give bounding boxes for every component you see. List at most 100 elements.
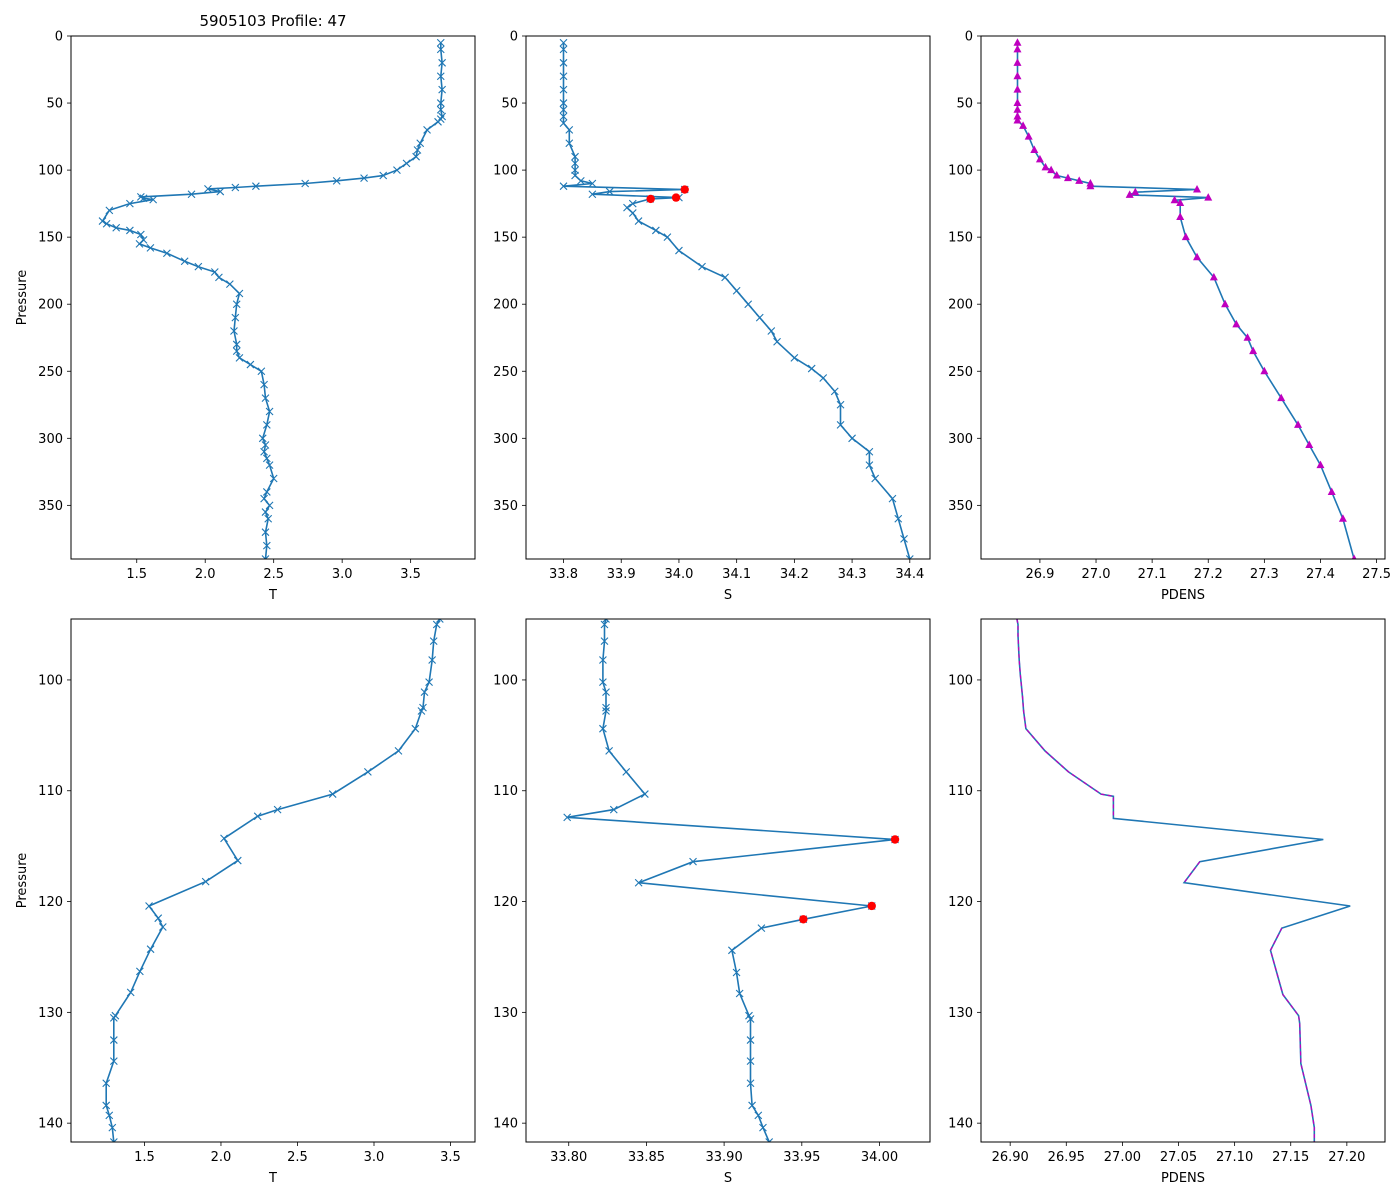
- data-point: [221, 835, 228, 842]
- y-tick-label: 100: [38, 673, 63, 688]
- x-tick-label: 34.1: [722, 567, 751, 582]
- y-tick-label: 200: [493, 298, 518, 313]
- y-tick-label: 250: [948, 365, 973, 380]
- x-tick-label: 2.5: [263, 567, 284, 582]
- data-point: [745, 301, 752, 308]
- y-tick-label: 100: [38, 164, 63, 179]
- data-point: [215, 274, 222, 281]
- y-tick-label: 250: [38, 365, 63, 380]
- x-axis-label: S: [724, 1171, 732, 1186]
- data-point: [127, 989, 134, 996]
- x-tick-label: 1.5: [134, 1150, 155, 1165]
- x-tick-label: 27.2: [1194, 567, 1223, 582]
- axes-frame: [526, 36, 930, 559]
- data-point: [99, 218, 106, 225]
- data-point: [756, 314, 763, 321]
- y-tick-label: 350: [948, 499, 973, 514]
- x-axis-label: T: [268, 588, 277, 603]
- figure: 5905103 Profile: 47 1.5 2.0 2.5 3.0 3.505010…: [0, 0, 1400, 1200]
- data-point: [831, 388, 838, 395]
- y-tick-label: 100: [948, 164, 973, 179]
- y-tick-label: 110: [493, 784, 518, 799]
- y-tick-label: 150: [493, 231, 518, 246]
- data-point: [664, 234, 671, 241]
- x-tick-label: 33.9: [607, 567, 636, 582]
- data-point: [1221, 300, 1229, 308]
- flagged-point: [681, 185, 689, 193]
- data-point: [155, 915, 162, 922]
- data-point: [147, 946, 154, 953]
- data-point: [1013, 99, 1021, 107]
- x-tick-label: 33.90: [706, 1150, 743, 1165]
- x-axis-label: S: [724, 588, 732, 603]
- y-tick-label: 120: [948, 895, 973, 910]
- x-tick-label: 27.10: [1216, 1150, 1253, 1165]
- x-tick-label: 27.1: [1138, 567, 1167, 582]
- data-point: [1249, 347, 1257, 355]
- y-tick-label: 200: [948, 298, 973, 313]
- y-tick-label: 100: [493, 673, 518, 688]
- x-tick-label: 2.0: [211, 1150, 232, 1165]
- plot-area: [103, 616, 444, 1146]
- x-tick-label: 34.0: [664, 567, 693, 582]
- x-tick-label: 3.5: [440, 1150, 461, 1165]
- y-tick-label: 110: [948, 784, 973, 799]
- data-point: [403, 160, 410, 167]
- x-tick-label: 33.8: [549, 567, 578, 582]
- y-tick-label: 140: [948, 1117, 973, 1132]
- y-tick-label: 140: [38, 1117, 63, 1132]
- data-point: [1232, 320, 1240, 328]
- data-point: [136, 240, 143, 247]
- plot-area: [1017, 619, 1350, 1142]
- x-tick-label: 33.95: [783, 1150, 820, 1165]
- data-point: [1013, 85, 1021, 93]
- data-point: [872, 475, 879, 482]
- y-tick-label: 0: [965, 30, 973, 45]
- y-tick-label: 300: [493, 432, 518, 447]
- data-point: [181, 258, 188, 265]
- plot-area: [560, 39, 913, 562]
- data-point: [106, 207, 113, 214]
- y-tick-label: 350: [493, 499, 518, 514]
- data-point: [262, 509, 269, 516]
- y-tick-label: 140: [493, 1117, 518, 1132]
- x-tick-label: 33.80: [550, 1150, 587, 1165]
- data-point: [1350, 555, 1358, 563]
- flagged-point: [672, 193, 680, 201]
- data-point: [759, 1124, 766, 1131]
- data-point: [364, 768, 371, 775]
- x-tick-label: 2.0: [195, 567, 216, 582]
- data-point: [820, 374, 827, 381]
- data-point: [1013, 105, 1021, 113]
- data-point: [261, 495, 268, 502]
- series-line-S: [567, 619, 895, 1142]
- y-tick-label: 50: [46, 97, 63, 112]
- y-tick-label: 350: [38, 499, 63, 514]
- data-point: [623, 768, 630, 775]
- data-point: [136, 968, 143, 975]
- data-point: [263, 488, 270, 495]
- y-tick-label: 100: [948, 673, 973, 688]
- x-tick-label: 34.2: [780, 567, 809, 582]
- data-point: [849, 435, 856, 442]
- y-tick-label: 300: [948, 432, 973, 447]
- data-point: [1176, 213, 1184, 221]
- data-point: [774, 338, 781, 345]
- data-point: [652, 227, 659, 234]
- data-point: [146, 902, 153, 909]
- data-point: [733, 287, 740, 294]
- x-tick-label: 34.4: [895, 567, 924, 582]
- y-tick-label: 200: [38, 298, 63, 313]
- x-tick-label: 27.0: [1082, 567, 1111, 582]
- x-axis-label: T: [268, 1171, 277, 1186]
- flagged-point: [868, 902, 876, 910]
- panel-bottom-s: 33.80 33.85 33.90 33.95 34.00100110120130140…: [493, 616, 930, 1187]
- x-tick-label: 33.85: [628, 1150, 665, 1165]
- x-tick-label: 34.00: [861, 1150, 898, 1165]
- y-tick-label: 130: [948, 1006, 973, 1021]
- data-point: [1013, 45, 1021, 53]
- data-point: [254, 813, 261, 820]
- pdens-overlay-line: [1271, 928, 1315, 1142]
- data-point: [234, 857, 241, 864]
- data-point: [226, 281, 233, 288]
